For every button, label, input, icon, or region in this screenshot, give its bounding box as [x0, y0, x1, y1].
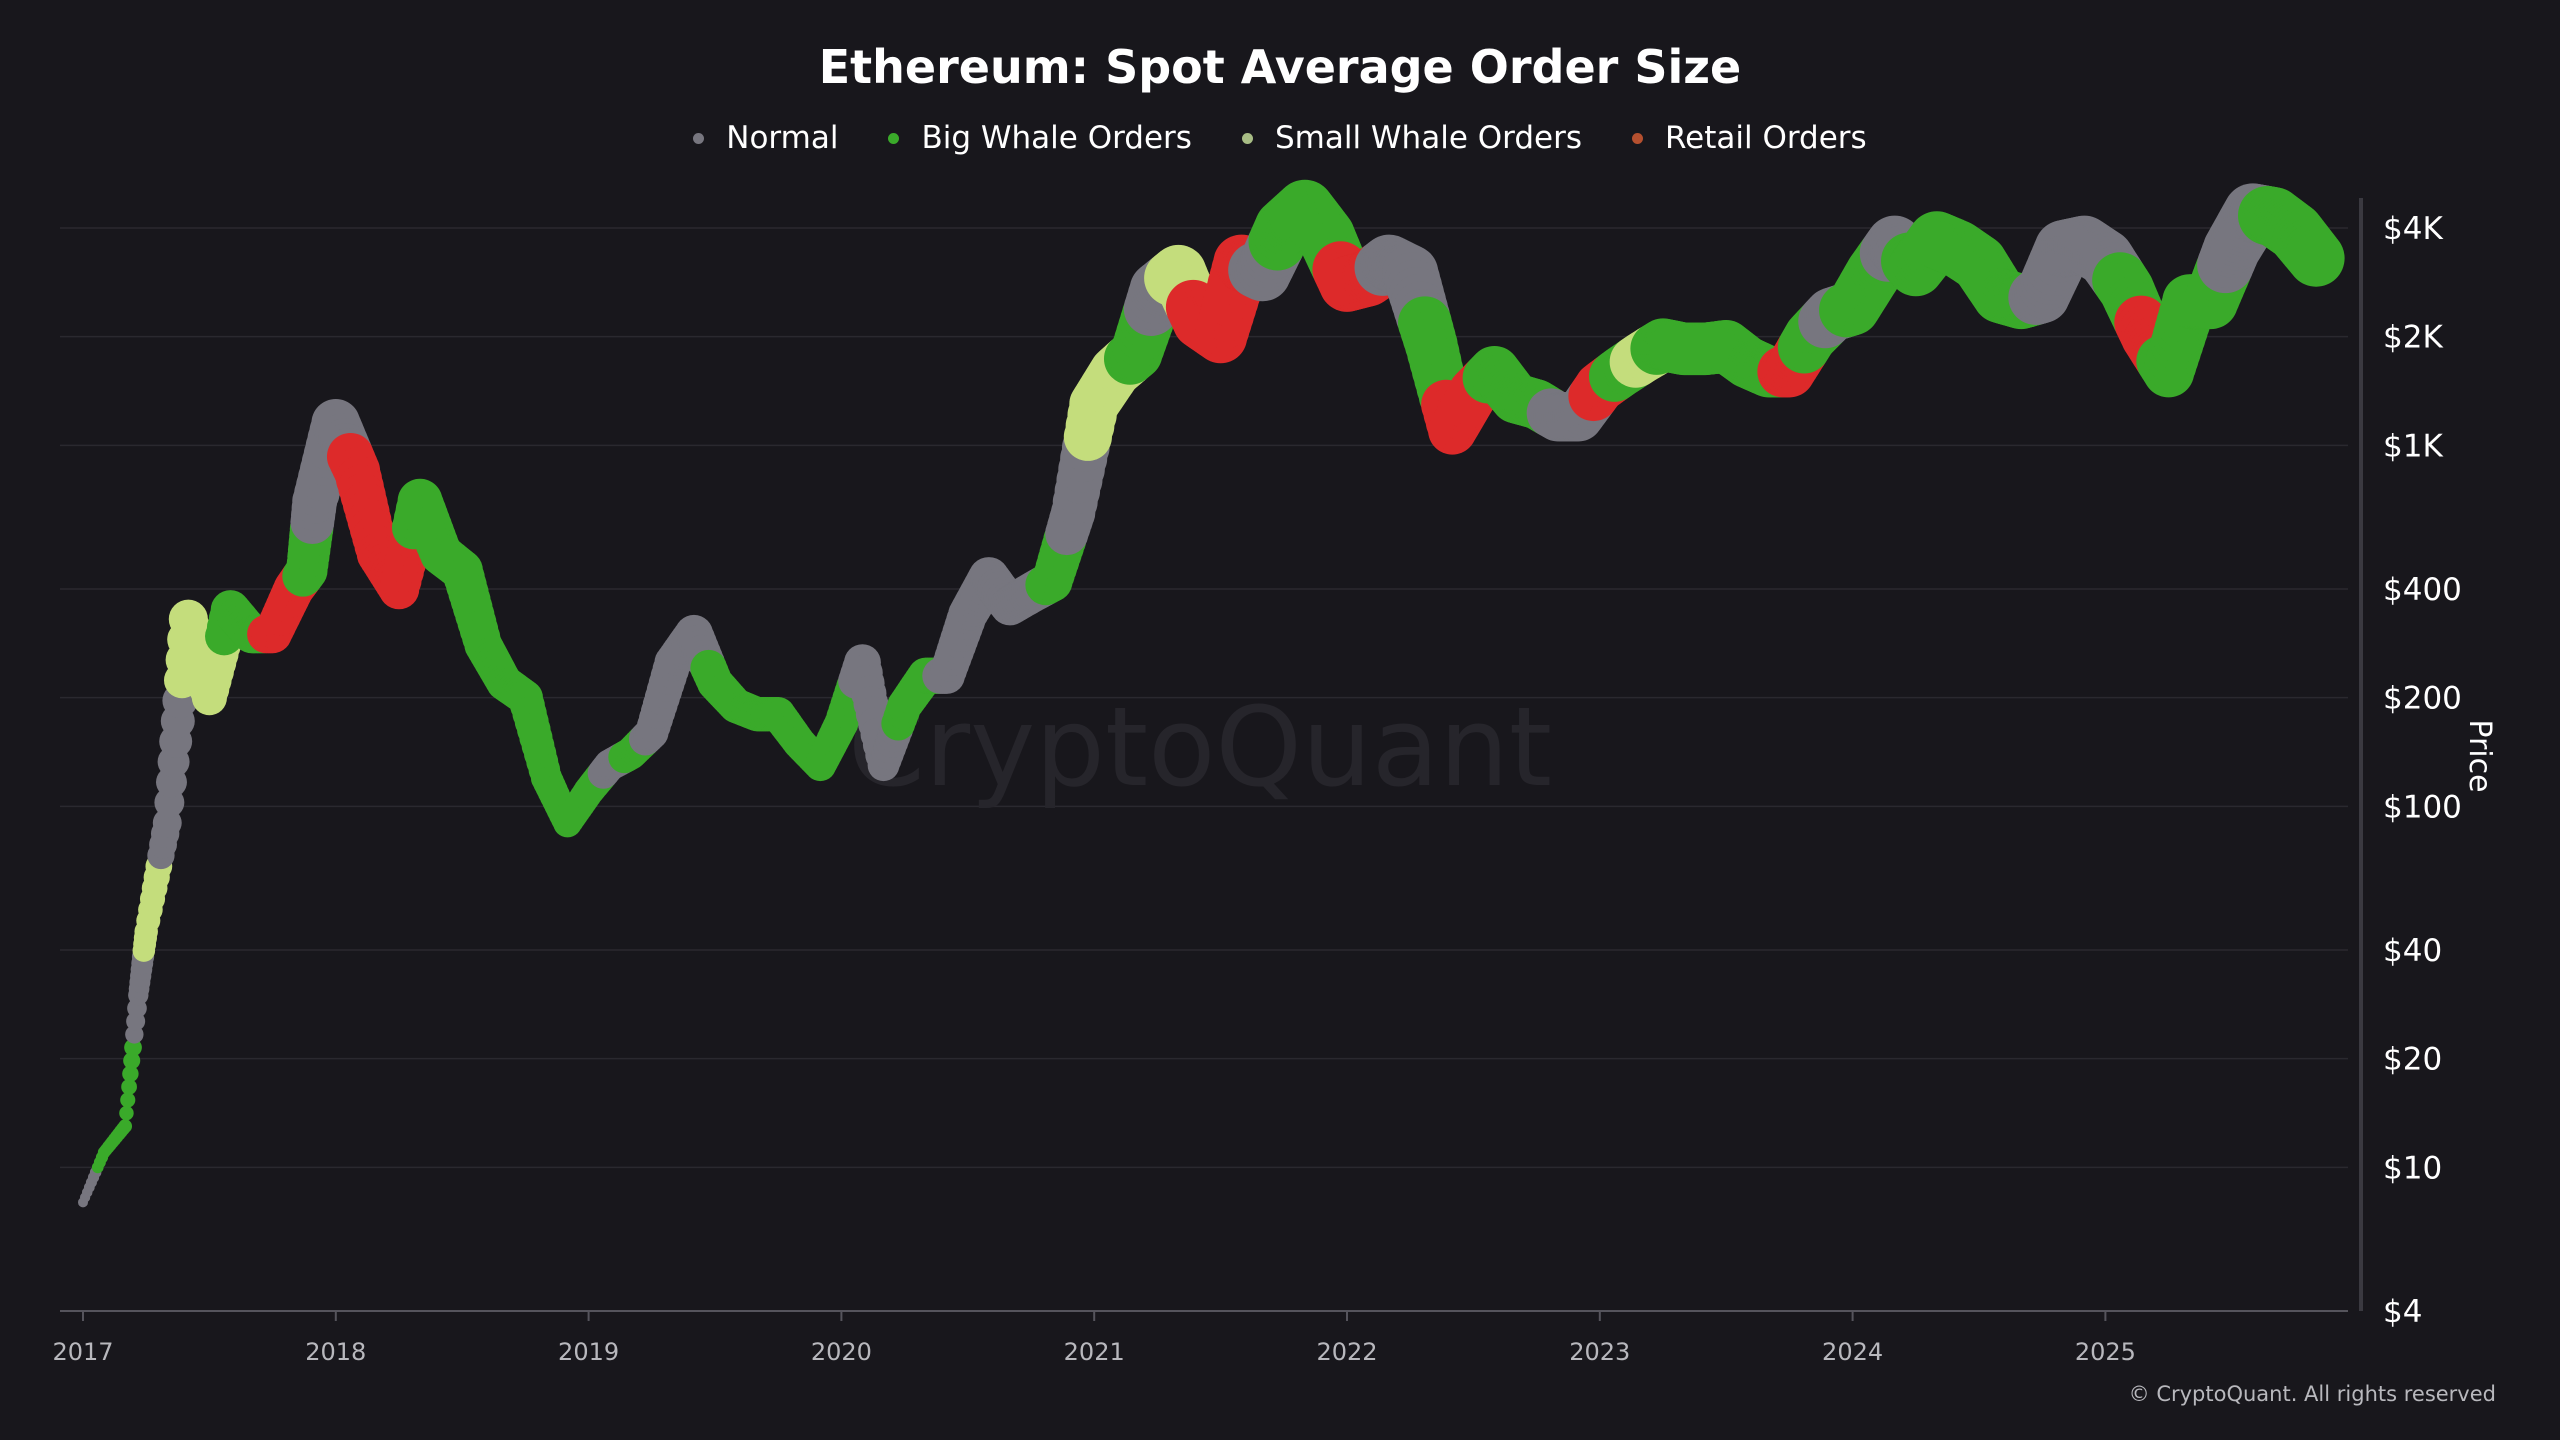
legend-item-big-whale[interactable]: Big Whale Orders — [888, 120, 1192, 156]
y-tick-label: $100 — [2383, 789, 2462, 825]
legend-label: Small Whale Orders — [1274, 120, 1582, 156]
x-tick-label: 2018 — [305, 1338, 366, 1366]
x-tick-label: 2023 — [1569, 1338, 1630, 1366]
copyright: © CryptoQuant. All rights reserved — [2128, 1382, 2496, 1406]
legend-label: Big Whale Orders — [921, 120, 1192, 156]
data-point-big — [120, 1092, 136, 1108]
y-tick-label: $4 — [2383, 1294, 2422, 1330]
x-tick-label: 2020 — [811, 1338, 872, 1366]
y-tick-label: $400 — [2383, 572, 2462, 608]
data-point-big — [118, 1119, 133, 1134]
legend-item-small-whale[interactable]: Small Whale Orders — [1241, 120, 1582, 156]
y-tick-label: $40 — [2383, 933, 2442, 969]
x-tick-label: 2022 — [1316, 1338, 1377, 1366]
y-tick-label: $200 — [2383, 681, 2462, 717]
data-point-big — [119, 1105, 134, 1121]
y-tick-label: $10 — [2383, 1150, 2442, 1186]
y-tick-label: $2K — [2383, 320, 2443, 356]
y-tick-label: $20 — [2383, 1042, 2442, 1078]
legend-label: Normal — [726, 120, 839, 156]
x-tick-label: 2021 — [1064, 1338, 1125, 1366]
data-point-big — [122, 1065, 139, 1082]
data-point-big — [2287, 229, 2345, 287]
y-tick-label: $4K — [2383, 211, 2443, 247]
y-tick-label: $1K — [2383, 428, 2443, 464]
legend-dot-icon — [1632, 132, 1643, 144]
data-point-big — [121, 1078, 137, 1095]
legend-dot-icon — [1241, 132, 1253, 144]
x-tick-label: 2024 — [1822, 1338, 1883, 1366]
legend-item-normal[interactable]: Normal — [693, 120, 838, 156]
legend-dot-icon — [693, 132, 705, 144]
y-axis-title: Price — [2462, 719, 2497, 792]
legend-dot-icon — [888, 132, 900, 144]
legend: Normal Big Whale Orders Small Whale Orde… — [0, 120, 2560, 156]
data-point-big — [124, 1038, 142, 1057]
x-tick-label: 2025 — [2075, 1338, 2136, 1366]
watermark: CryptoQuant — [848, 683, 1552, 811]
legend-item-retail[interactable]: Retail Orders — [1632, 120, 1867, 156]
x-tick-label: 2017 — [52, 1338, 113, 1366]
legend-label: Retail Orders — [1665, 120, 1867, 156]
chart-title: Ethereum: Spot Average Order Size — [818, 40, 1742, 94]
x-tick-label: 2019 — [558, 1338, 619, 1366]
data-point-big — [123, 1052, 141, 1070]
